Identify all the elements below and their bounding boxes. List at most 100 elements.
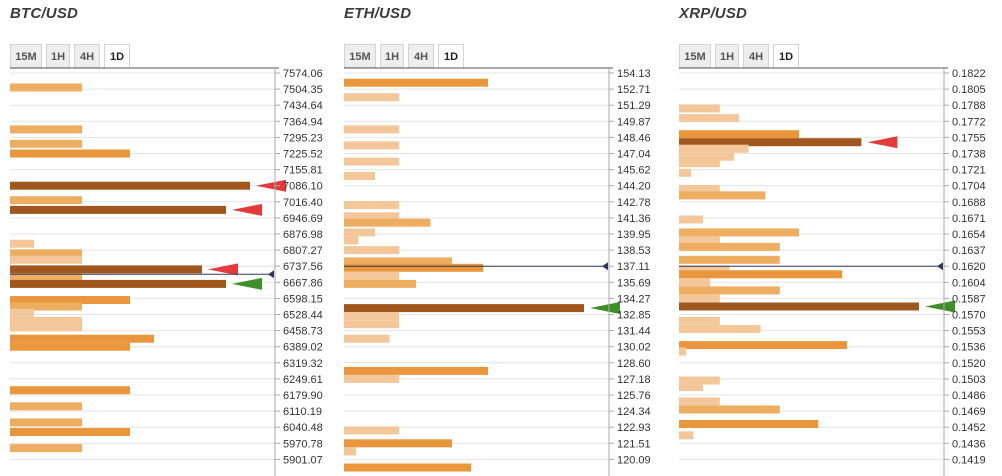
price-level-label: 149.87 — [617, 116, 651, 128]
price-level-label: 0.1486 — [952, 390, 986, 402]
sell-arrow-icon — [208, 263, 238, 276]
price-level-label: 6458.73 — [283, 326, 323, 338]
eth-tab-15m[interactable]: 15M — [344, 44, 376, 68]
confluence-bar — [10, 181, 250, 190]
confluence-bar — [679, 152, 735, 161]
price-level-label: 6667.86 — [283, 277, 323, 289]
eth-title: ETH/USD — [344, 5, 412, 22]
price-level-label: 6946.69 — [283, 213, 323, 225]
confluence-bar — [344, 257, 452, 266]
confluence-bar — [10, 83, 82, 92]
confluence-bar — [10, 239, 34, 248]
price-level-label: 0.1654 — [952, 229, 986, 241]
confluence-bar — [10, 296, 130, 304]
confluence-bar — [10, 255, 82, 264]
price-level-label: 139.95 — [617, 229, 651, 241]
price-level-label: 7504.35 — [283, 84, 323, 96]
price-level-label: 6737.56 — [283, 261, 323, 273]
price-level-label: 0.1772 — [952, 116, 986, 128]
confluence-bar — [344, 263, 484, 272]
price-level-label: 0.1469 — [952, 406, 986, 418]
price-level-label: 6179.90 — [283, 390, 323, 402]
confluence-bar — [679, 215, 703, 224]
price-level-label: 137.11 — [617, 261, 650, 273]
confluence-bar — [679, 397, 720, 406]
confluence-bar — [344, 212, 400, 221]
confluence-bar — [679, 191, 766, 200]
price-level-label: 0.1620 — [952, 261, 986, 273]
price-level-label: 151.29 — [617, 100, 651, 112]
price-level-label: 6807.27 — [283, 245, 323, 257]
confluence-bar — [10, 149, 130, 158]
confluence-bar — [10, 444, 82, 453]
xrp-tab-1h[interactable]: 1H — [715, 44, 739, 68]
confluence-bar — [10, 205, 226, 214]
price-level-label: 0.1671 — [952, 213, 986, 225]
price-level-label: 135.69 — [617, 277, 651, 289]
price-level-label: 6389.02 — [283, 342, 323, 354]
eth-confluence-chart: 154.13 152.71 151.29 149.87 148.46 147.04 145.… — [344, 67, 651, 476]
confluence-bar — [10, 196, 82, 205]
eth-tab-1d[interactable]: 1D — [438, 44, 464, 68]
confluence-bar — [679, 302, 919, 311]
confluence-bar — [679, 228, 799, 237]
confluence-bar — [10, 316, 82, 325]
price-level-label: 0.1520 — [952, 358, 986, 370]
price-level-label: 0.1822 — [952, 68, 986, 80]
price-level-label: 0.1604 — [952, 277, 986, 289]
confluence-bar — [679, 341, 847, 350]
confluence-bar — [344, 426, 400, 435]
confluence-bar — [10, 265, 202, 274]
price-level-label: 148.46 — [617, 132, 651, 144]
price-level-label: 7086.10 — [283, 181, 323, 193]
confluence-bar — [679, 316, 720, 325]
confluence-bar — [679, 184, 720, 193]
price-level-label: 144.20 — [617, 181, 651, 193]
price-level-label: 122.93 — [617, 422, 651, 434]
confluence-bar — [344, 228, 376, 237]
price-level-label: 5970.78 — [283, 438, 323, 450]
price-level-label: 154.13 — [617, 68, 651, 80]
price-level-label: 0.1503 — [952, 374, 986, 386]
current-price-marker-icon — [937, 262, 943, 271]
confluence-bar — [679, 114, 739, 123]
xrp-title: XRP/USD — [679, 5, 748, 22]
btc-tab-1h[interactable]: 1H — [46, 44, 70, 68]
price-level-label: 145.62 — [617, 165, 651, 177]
price-level-label: 6528.44 — [283, 310, 323, 322]
price-level-label: 0.1419 — [952, 454, 986, 466]
price-level-label: 0.1704 — [952, 181, 986, 193]
confluence-bar — [344, 172, 376, 180]
xrp-tab-4h[interactable]: 4H — [743, 44, 769, 68]
confluence-bar — [679, 138, 862, 147]
confluence-bar — [679, 242, 780, 251]
price-level-label: 7155.81 — [283, 165, 323, 177]
buy-arrow-icon — [925, 300, 955, 313]
price-level-label: 0.1436 — [952, 438, 986, 450]
price-level-label: 5901.07 — [283, 454, 323, 466]
confluence-bar — [10, 428, 130, 436]
confluence-bar — [344, 236, 359, 245]
confluence-bar — [10, 139, 82, 148]
price-level-label: 7364.94 — [283, 116, 323, 128]
price-level-label: 0.1553 — [952, 326, 986, 338]
confluence-bar — [10, 249, 82, 258]
current-price-marker-icon — [602, 262, 608, 271]
price-level-label: 134.27 — [617, 293, 651, 305]
price-level-label: 127.18 — [617, 374, 651, 386]
confluence-bar — [344, 374, 400, 383]
confluence-bar — [344, 157, 400, 166]
price-level-label: 0.1536 — [952, 342, 986, 354]
price-level-label: 6040.48 — [283, 422, 323, 434]
btc-tab-1d[interactable]: 1D — [104, 44, 130, 68]
price-level-label: 120.09 — [617, 454, 651, 466]
confluence-bar — [679, 286, 780, 295]
price-level-label: 152.71 — [617, 84, 651, 96]
confluence-bar — [679, 130, 799, 139]
price-level-label: 0.1805 — [952, 84, 986, 96]
price-level-label: 132.85 — [617, 310, 651, 322]
confluence-bar — [679, 168, 691, 177]
current-price-marker-icon — [268, 270, 274, 279]
price-level-label: 6110.19 — [283, 406, 322, 418]
confluence-bar — [679, 270, 843, 279]
